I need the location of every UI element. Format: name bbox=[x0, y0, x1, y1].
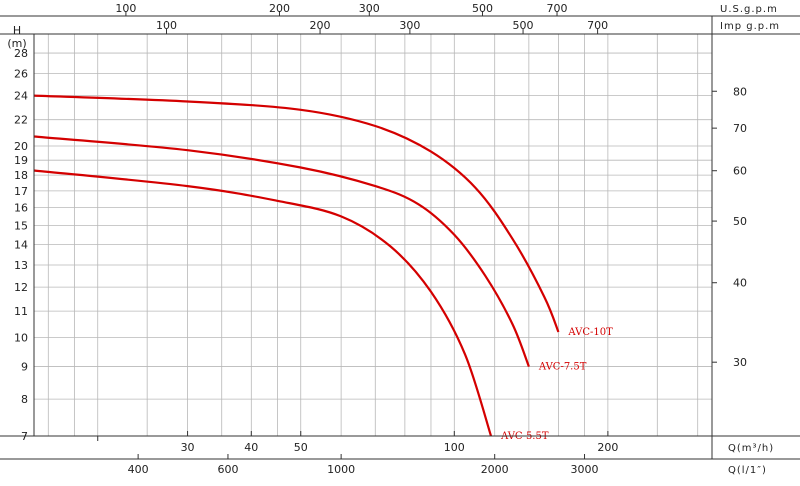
x-usgpm-tick-label: 100 bbox=[115, 2, 136, 15]
plot-frame bbox=[33, 33, 713, 437]
y-tick-label: 18 bbox=[14, 169, 28, 182]
y-tick-label: 22 bbox=[14, 114, 28, 127]
series-line-avc-10t bbox=[33, 94, 560, 333]
x-impgpm-tick-label: 100 bbox=[156, 19, 177, 32]
x-lps-tick-label: 400 bbox=[128, 463, 149, 476]
y-tick-label: 17 bbox=[14, 185, 28, 198]
series-label: AVC-10T bbox=[567, 327, 613, 338]
x-impgpm-tick-label: 700 bbox=[587, 19, 608, 32]
x-impgpm-tick-label: 200 bbox=[310, 19, 331, 32]
x-usgpm-tick-label: 300 bbox=[359, 2, 380, 15]
x-lps-tick-label: 2000 bbox=[481, 463, 509, 476]
y-axis-label: H bbox=[13, 24, 21, 37]
y-tick-label: 12 bbox=[14, 281, 28, 294]
y-tick-label: 28 bbox=[14, 47, 28, 60]
x-usgpm-tick-label: 700 bbox=[547, 2, 568, 15]
x-lps-tick-label: 3000 bbox=[571, 463, 599, 476]
x-m3h-tick-label: 40 bbox=[244, 441, 258, 454]
y-axis-unit: (m) bbox=[7, 37, 26, 50]
y-tick-label: 8 bbox=[21, 393, 28, 406]
series-line-avc-7-5t bbox=[33, 135, 530, 368]
x-axis-impgpm-label: Imp g.p.m bbox=[720, 21, 780, 32]
x-m3h-tick-label: 30 bbox=[181, 441, 195, 454]
y-tick-label: 19 bbox=[14, 154, 28, 167]
x-m3h-tick-label: 100 bbox=[444, 441, 465, 454]
y-tick-label: 11 bbox=[14, 305, 28, 318]
x-lps-tick-label: 1000 bbox=[327, 463, 355, 476]
y-tick-label: 13 bbox=[14, 259, 28, 272]
y-tick-label: 9 bbox=[21, 361, 28, 374]
y-tick-label: 14 bbox=[14, 239, 28, 252]
y-right-tick-label: 80 bbox=[733, 85, 747, 98]
y-tick-label: 10 bbox=[14, 331, 28, 344]
series-label: AVC-7.5T bbox=[538, 362, 587, 373]
x-lps-tick-label: 600 bbox=[217, 463, 238, 476]
x-axis-usgpm-label: U.S.g.p.m bbox=[720, 4, 778, 15]
y-right-tick-label: 50 bbox=[733, 215, 747, 228]
y-tick-label: 7 bbox=[21, 430, 28, 443]
y-right-tick-label: 30 bbox=[733, 356, 747, 369]
series-line-avc-5-5t bbox=[33, 169, 493, 437]
x-m3h-tick-label: 50 bbox=[294, 441, 308, 454]
x-m3h-tick-label: 200 bbox=[597, 441, 618, 454]
x-impgpm-tick-label: 500 bbox=[513, 19, 534, 32]
y-tick-label: 24 bbox=[14, 90, 28, 103]
x-impgpm-tick-label: 300 bbox=[399, 19, 420, 32]
y-tick-label: 15 bbox=[14, 219, 28, 232]
y-right-tick-label: 70 bbox=[733, 122, 747, 135]
x-axis-m3h-label: Q(m³/h) bbox=[728, 443, 774, 454]
x-axis-lps-label: Q(l/1″) bbox=[728, 465, 767, 476]
x-usgpm-tick-label: 200 bbox=[269, 2, 290, 15]
x-usgpm-tick-label: 500 bbox=[472, 2, 493, 15]
y-right-tick-label: 60 bbox=[733, 165, 747, 178]
y-tick-label: 16 bbox=[14, 202, 28, 215]
y-tick-label: 20 bbox=[14, 140, 28, 153]
y-tick-label: 26 bbox=[14, 68, 28, 81]
y-right-tick-label: 40 bbox=[733, 277, 747, 290]
